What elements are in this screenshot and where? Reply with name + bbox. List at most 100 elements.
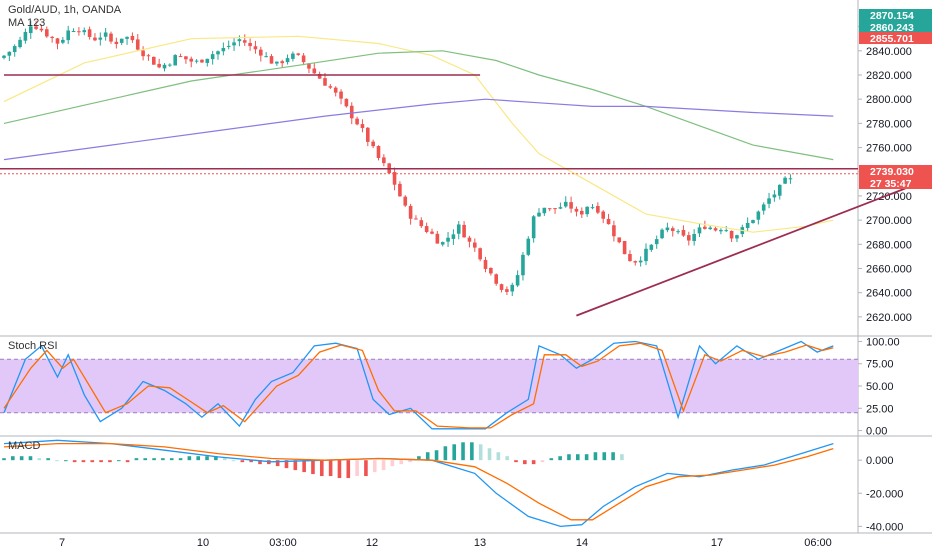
candle-body [558, 207, 563, 209]
x-tick-label: 13 [474, 537, 486, 549]
candle-body [119, 38, 124, 43]
candle-body [687, 235, 691, 241]
macd-histogram-bar [81, 460, 86, 463]
x-tick-label: 03:00 [269, 537, 297, 549]
candle-body [66, 30, 70, 41]
candle-body [93, 37, 97, 41]
candle-body [665, 227, 670, 231]
macd-legend: MACD [8, 440, 40, 453]
macd-histogram-bar [461, 442, 465, 461]
candle-body [71, 31, 76, 33]
candle-body [419, 220, 424, 227]
candle-body [360, 124, 365, 129]
candle-body [269, 56, 274, 64]
macd-histogram-bar [558, 456, 562, 461]
candle-body [473, 242, 477, 248]
y-tick-label: 2640.000 [866, 288, 912, 300]
macd-line [3, 439, 834, 528]
candle-body [50, 36, 54, 39]
candle-body [141, 50, 145, 57]
candle-body [713, 228, 718, 231]
macd-histogram-bar [90, 460, 95, 463]
macd-histogram-bar [452, 444, 457, 461]
x-tick-label: 17 [711, 537, 723, 549]
candle-body [638, 260, 643, 263]
macd-histogram-bar [319, 460, 324, 477]
candle-body [355, 118, 359, 125]
candle-body [130, 35, 135, 41]
candle-body [264, 56, 268, 58]
signal-line [3, 442, 834, 521]
price-badge-label: 27 35:47 [870, 178, 912, 190]
candle-body [2, 55, 6, 58]
candle-body [216, 51, 220, 55]
candle-body [382, 157, 386, 164]
macd-histogram-bar [2, 458, 6, 461]
candle-body [82, 30, 87, 33]
candle-body [200, 59, 204, 63]
candle-body [606, 218, 611, 225]
candle-body [259, 49, 263, 56]
candle-body [414, 218, 418, 220]
macd-histogram-bar [293, 460, 298, 471]
candle-body [451, 234, 456, 239]
candle-body [483, 259, 488, 269]
macd-histogram-bar [496, 452, 501, 461]
macd-histogram-bar [222, 458, 227, 461]
candle-body [617, 237, 622, 243]
stoch-label[interactable]: Stoch RSI [8, 340, 58, 352]
candle-body [531, 216, 536, 239]
candle-body [109, 33, 113, 42]
candle-body [28, 26, 33, 34]
candle-body [724, 230, 729, 232]
candle-body [644, 248, 648, 262]
candle-body [424, 226, 429, 232]
candle-body [526, 238, 531, 255]
price-badge-label: 2870.154 [870, 10, 914, 22]
ma-fast-line [3, 35, 834, 233]
macd-histogram-bar [593, 452, 598, 461]
macd-histogram-bar [214, 456, 218, 461]
y-tick-label: 75.00 [866, 359, 894, 371]
candle-body [408, 205, 413, 219]
candle-body [39, 28, 44, 31]
macd-histogram-bar [116, 460, 121, 462]
candle-body [103, 32, 108, 37]
y-tick-label: -40.000 [866, 521, 903, 533]
candle-body [574, 208, 579, 212]
candle-body [612, 225, 616, 237]
rising-trendline [576, 177, 932, 317]
candle-body [494, 274, 498, 284]
price-badge [859, 32, 932, 44]
candle-body [692, 233, 696, 242]
candle-body [761, 204, 766, 211]
macd-histogram-bar [311, 460, 315, 475]
y-tick-label: 2760.000 [866, 143, 912, 155]
candle-body [114, 41, 119, 45]
macd-histogram-bar [169, 458, 174, 461]
macd-histogram-bar [152, 458, 156, 461]
candle-body [601, 211, 605, 219]
macd-label[interactable]: MACD [8, 440, 41, 452]
price-badge [859, 9, 932, 21]
symbol-label[interactable]: Gold/AUD, 1h, OANDA [8, 4, 122, 16]
candle-body [237, 39, 242, 42]
macd-histogram-bar [11, 456, 15, 461]
candle-body [307, 63, 311, 69]
candle-body [61, 39, 65, 43]
macd-histogram-bar [505, 456, 509, 461]
candle-body [285, 58, 290, 63]
macd-histogram-bar [611, 452, 615, 461]
ma-label[interactable]: MA 123 [8, 17, 46, 29]
macd-histogram-bar [487, 448, 492, 461]
candle-body [333, 87, 338, 93]
macd-histogram-bar [196, 456, 201, 461]
candle-body [745, 222, 750, 228]
macd-histogram-bar [567, 454, 571, 461]
candle-body [221, 47, 226, 52]
y-tick-label: 2800.000 [866, 94, 912, 106]
candle-body [77, 31, 81, 33]
candle-body [499, 284, 504, 290]
